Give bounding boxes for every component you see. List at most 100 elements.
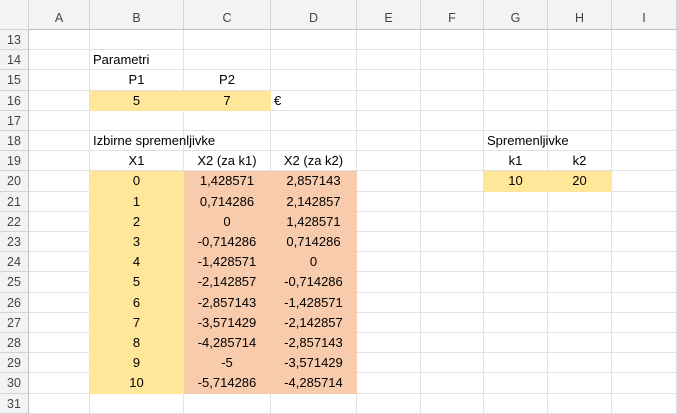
cell-a29[interactable]	[29, 353, 90, 374]
cell-b31[interactable]	[90, 393, 184, 414]
cell-i16[interactable]	[612, 90, 677, 111]
cell-h15[interactable]	[548, 70, 612, 91]
x1-label[interactable]: X1	[90, 151, 184, 172]
izbirne-title[interactable]: Izbirne spremenljivke	[90, 131, 215, 152]
cell-i31[interactable]	[612, 393, 677, 414]
x2k2-cell[interactable]: 2,142857	[271, 191, 357, 212]
x1-cell[interactable]: 3	[90, 232, 184, 253]
x2k1-cell[interactable]: -5,714286	[184, 373, 271, 394]
parametri-title[interactable]: Parametri	[90, 50, 184, 71]
cell-h13[interactable]	[548, 30, 612, 51]
row-header-30[interactable]: 30	[0, 373, 29, 394]
cell-g15[interactable]	[484, 70, 548, 91]
cell-i25[interactable]	[612, 272, 677, 293]
x1-cell[interactable]: 2	[90, 211, 184, 232]
column-header-i[interactable]: I	[612, 0, 677, 30]
x1-cell[interactable]: 10	[90, 373, 184, 394]
column-header-b[interactable]: B	[90, 0, 184, 30]
cell-a24[interactable]	[29, 252, 90, 273]
column-header-f[interactable]: F	[421, 0, 484, 30]
cell-g28[interactable]	[484, 333, 548, 354]
cell-h16[interactable]	[548, 90, 612, 111]
x2k2-cell[interactable]: 1,428571	[271, 211, 357, 232]
column-header-e[interactable]: E	[357, 0, 421, 30]
x2k1-cell[interactable]: 1,428571	[184, 171, 271, 192]
cell-e27[interactable]	[357, 312, 421, 333]
cell-a25[interactable]	[29, 272, 90, 293]
cell-e16[interactable]	[357, 90, 421, 111]
cell-g22[interactable]	[484, 211, 548, 232]
cell-a13[interactable]	[29, 30, 90, 51]
cell-e17[interactable]	[357, 110, 421, 131]
cell-h31[interactable]	[548, 393, 612, 414]
cell-i17[interactable]	[612, 110, 677, 131]
cell-g14[interactable]	[484, 50, 548, 71]
cell-b17[interactable]	[90, 110, 184, 131]
cell-f24[interactable]	[421, 252, 484, 273]
cell-e29[interactable]	[357, 353, 421, 374]
row-header-23[interactable]: 23	[0, 232, 29, 253]
cell-a22[interactable]	[29, 211, 90, 232]
cell-g25[interactable]	[484, 272, 548, 293]
cell-a26[interactable]	[29, 292, 90, 313]
row-header-21[interactable]: 21	[0, 191, 29, 212]
cell-h27[interactable]	[548, 312, 612, 333]
x1-cell[interactable]: 8	[90, 333, 184, 354]
cell-d18[interactable]	[271, 131, 357, 152]
x1-cell[interactable]: 0	[90, 171, 184, 192]
cell-g29[interactable]	[484, 353, 548, 374]
cell-g31[interactable]	[484, 393, 548, 414]
cell-f28[interactable]	[421, 333, 484, 354]
p1-label[interactable]: P1	[90, 70, 184, 91]
x2k2-cell[interactable]: 0,714286	[271, 232, 357, 253]
cell-i30[interactable]	[612, 373, 677, 394]
cell-g30[interactable]	[484, 373, 548, 394]
cell-i28[interactable]	[612, 333, 677, 354]
cell-i13[interactable]	[612, 30, 677, 51]
cell-h18[interactable]	[548, 131, 612, 152]
spremenljivke-title[interactable]: Spremenljivke	[484, 131, 569, 152]
column-header-h[interactable]: H	[548, 0, 612, 30]
cell-a17[interactable]	[29, 110, 90, 131]
cell-i22[interactable]	[612, 211, 677, 232]
cell-e25[interactable]	[357, 272, 421, 293]
cell-a23[interactable]	[29, 232, 90, 253]
row-header-18[interactable]: 18	[0, 131, 29, 152]
x2k2-cell[interactable]: 0	[271, 252, 357, 273]
cell-e14[interactable]	[357, 50, 421, 71]
k1-value-cell[interactable]: 10	[484, 171, 548, 192]
cell-e13[interactable]	[357, 30, 421, 51]
cell-g24[interactable]	[484, 252, 548, 273]
x2k1-cell[interactable]: -2,142857	[184, 272, 271, 293]
x2k2-cell[interactable]: -4,285714	[271, 373, 357, 394]
cell-f16[interactable]	[421, 90, 484, 111]
x2k2-cell[interactable]: -2,142857	[271, 312, 357, 333]
cell-h21[interactable]	[548, 191, 612, 212]
cell-h23[interactable]	[548, 232, 612, 253]
cell-g23[interactable]	[484, 232, 548, 253]
cell-h17[interactable]	[548, 110, 612, 131]
cell-i23[interactable]	[612, 232, 677, 253]
cell-h14[interactable]	[548, 50, 612, 71]
cell-h22[interactable]	[548, 211, 612, 232]
row-header-22[interactable]: 22	[0, 211, 29, 232]
x1-cell[interactable]: 6	[90, 292, 184, 313]
cell-g13[interactable]	[484, 30, 548, 51]
cell-g21[interactable]	[484, 191, 548, 212]
x2k2-cell[interactable]: -0,714286	[271, 272, 357, 293]
cell-i20[interactable]	[612, 171, 677, 192]
k2-label[interactable]: k2	[548, 151, 612, 172]
x2k1-label[interactable]: X2 (za k1)	[184, 151, 271, 172]
cell-f22[interactable]	[421, 211, 484, 232]
cell-h29[interactable]	[548, 353, 612, 374]
cell-f19[interactable]	[421, 151, 484, 172]
cell-f31[interactable]	[421, 393, 484, 414]
cell-f23[interactable]	[421, 232, 484, 253]
cell-e26[interactable]	[357, 292, 421, 313]
row-header-25[interactable]: 25	[0, 272, 29, 293]
cell-g17[interactable]	[484, 110, 548, 131]
cell-f15[interactable]	[421, 70, 484, 91]
x1-cell[interactable]: 9	[90, 353, 184, 374]
cell-f18[interactable]	[421, 131, 484, 152]
